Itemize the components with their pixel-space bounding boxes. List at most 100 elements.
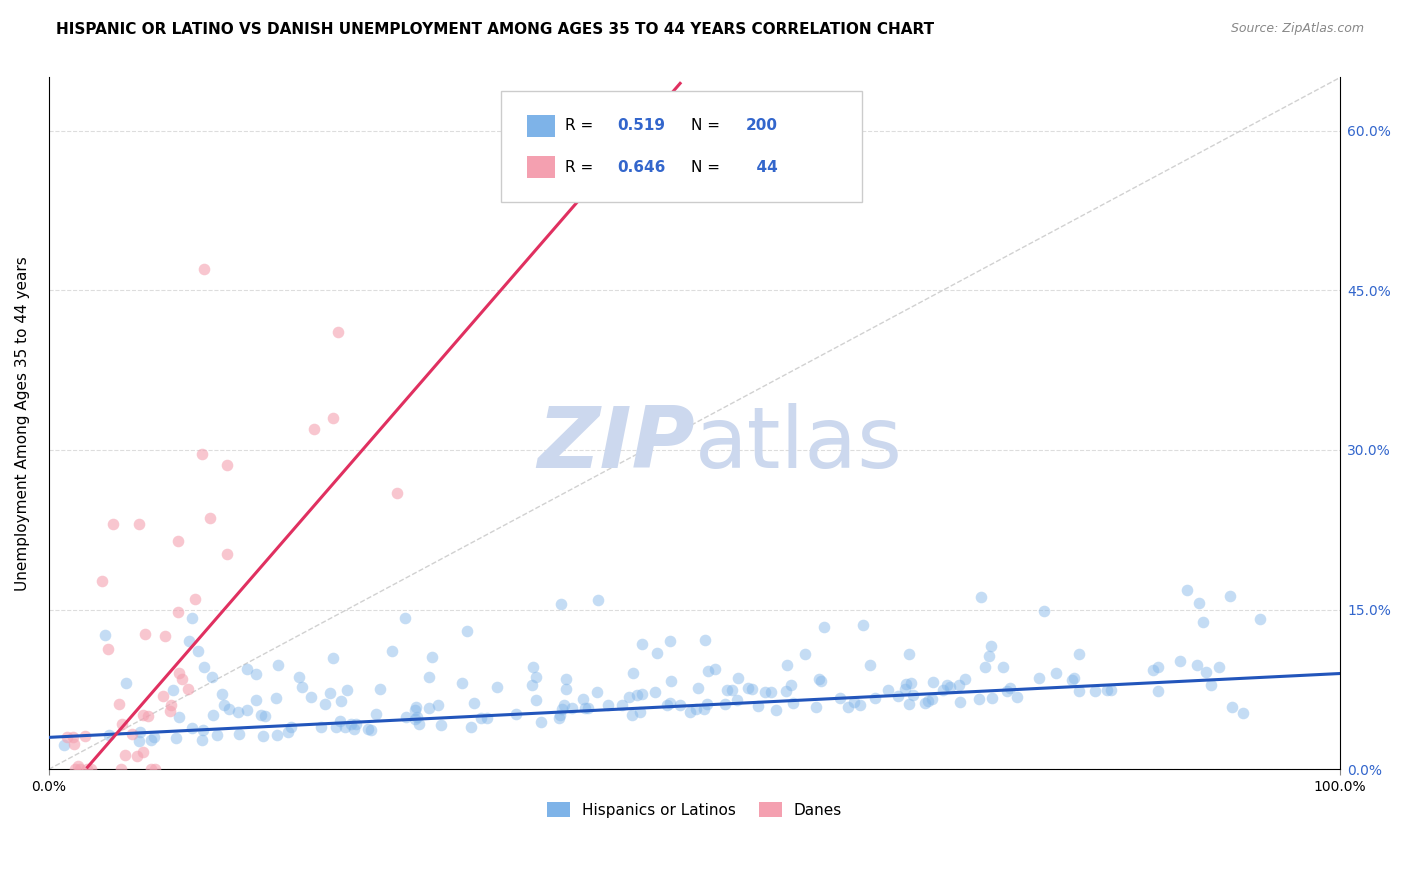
Point (655, 698, 678, 713)
Point (520, 678, 543, 692)
Point (669, 698, 692, 712)
Legend: Hispanics or Latinos, Danes: Hispanics or Latinos, Danes (541, 796, 848, 824)
Point (193, 660, 215, 674)
Point (1199, 678, 1222, 692)
Point (128, 517, 150, 532)
Point (280, 720, 302, 734)
Point (877, 683, 900, 698)
Point (368, 681, 391, 696)
Text: N =: N = (690, 119, 724, 134)
Point (207, 728, 229, 742)
Point (576, 701, 599, 715)
Text: 200: 200 (747, 119, 778, 134)
Point (1208, 660, 1230, 674)
Point (326, 325, 349, 339)
Point (167, 710, 190, 724)
Point (406, 709, 429, 723)
Point (322, 651, 344, 665)
Point (111, 717, 134, 731)
Point (1175, 582, 1198, 597)
Point (900, 676, 922, 690)
Point (842, 694, 865, 708)
Point (1060, 673, 1083, 688)
Point (201, 707, 224, 722)
Point (1147, 660, 1170, 674)
Point (277, 725, 299, 739)
Point (309, 720, 332, 734)
Point (936, 678, 959, 692)
Point (245, 693, 267, 707)
Point (703, 662, 725, 676)
Point (776, 657, 799, 672)
Point (555, 681, 578, 696)
Point (1033, 604, 1056, 618)
Point (404, 703, 426, 717)
Point (644, 685, 666, 699)
Point (571, 692, 593, 706)
Point (63, 762, 86, 776)
Point (1188, 596, 1211, 610)
Point (979, 649, 1001, 664)
Point (1142, 663, 1164, 677)
Point (179, 634, 201, 648)
Point (617, 690, 640, 704)
Point (524, 670, 547, 684)
Point (659, 673, 682, 688)
Point (1194, 665, 1216, 680)
Point (716, 683, 738, 698)
Point (394, 611, 416, 625)
Text: HISPANIC OR LATINO VS DANISH UNEMPLOYMENT AMONG AGES 35 TO 44 YEARS CORRELATION : HISPANIC OR LATINO VS DANISH UNEMPLOYMEN… (56, 22, 935, 37)
Point (1220, 700, 1243, 714)
Point (1191, 615, 1213, 629)
Point (218, 702, 240, 716)
Point (1147, 683, 1170, 698)
Point (336, 683, 359, 698)
Point (191, 723, 214, 737)
Point (152, 689, 174, 703)
Point (1007, 690, 1029, 704)
Point (96, 642, 118, 657)
Point (249, 707, 271, 722)
Point (228, 726, 250, 740)
Point (586, 593, 609, 607)
Point (110, 762, 132, 776)
Point (134, 627, 156, 641)
Point (115, 675, 138, 690)
Point (53, 738, 76, 752)
Point (121, 727, 143, 741)
Point (725, 693, 748, 707)
Point (775, 684, 797, 698)
Point (948, 678, 970, 692)
Point (981, 691, 1004, 706)
Point (94, 628, 117, 642)
Point (610, 698, 633, 712)
Point (997, 683, 1019, 698)
Point (143, 762, 166, 776)
Point (970, 590, 993, 604)
Point (169, 666, 191, 681)
Point (322, 411, 344, 425)
Point (429, 718, 451, 732)
Point (551, 702, 574, 716)
Text: 0.519: 0.519 (617, 119, 665, 134)
Point (475, 710, 498, 724)
Point (330, 693, 353, 707)
Point (631, 637, 654, 651)
Point (80, 762, 103, 776)
Point (969, 692, 991, 706)
Point (426, 698, 449, 712)
Point (561, 701, 583, 715)
Point (524, 692, 547, 706)
Point (127, 748, 149, 763)
Point (631, 687, 654, 701)
Point (679, 705, 702, 719)
Point (132, 707, 155, 722)
Point (201, 670, 224, 684)
FancyBboxPatch shape (501, 91, 862, 202)
Point (404, 712, 426, 726)
Point (62, 731, 84, 745)
Point (693, 702, 716, 716)
Point (893, 681, 915, 696)
Point (236, 703, 259, 717)
Point (555, 672, 578, 686)
